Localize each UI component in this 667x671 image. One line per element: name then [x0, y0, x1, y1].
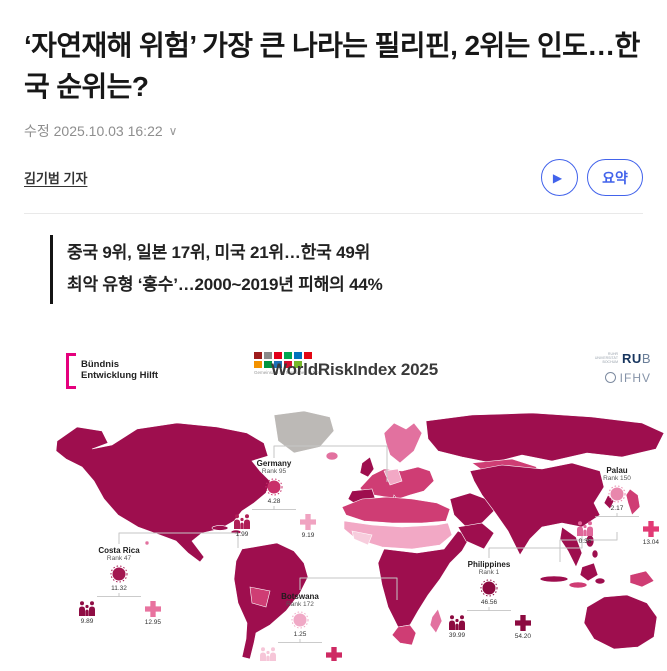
- article-title: ‘자연재해 위험’ 가장 큰 나라는 필리핀, 2위는 인도…한국 순위는?: [24, 30, 640, 102]
- partners-caption: Gemeinsam für Menschen in Not: [254, 369, 320, 375]
- region-africa: [341, 496, 471, 646]
- map-callout-costa-rica: Costa Rica Rank 47 11.32 9.89: [69, 545, 169, 626]
- buendnis-logo: Bündnis Entwicklung Hilft: [66, 352, 159, 389]
- summary-button[interactable]: 요약: [587, 159, 643, 197]
- exposure-value: 9.89: [80, 618, 94, 626]
- article-page: ‘자연재해 위험’ 가장 큰 나라는 필리핀, 2위는 인도…한국 순위는? 수…: [0, 26, 667, 661]
- callout-rank: Rank 150: [603, 475, 631, 483]
- bracket-icon: [66, 352, 76, 389]
- university-logos: RUHR UNIVERSITÄT BOCHUM RUB IFHV: [588, 351, 651, 385]
- section-divider: [24, 213, 643, 215]
- wri-score-value: 2.17: [610, 505, 624, 513]
- exposure-value: 39.99: [448, 632, 466, 640]
- vulnerability-cross-icon: [642, 521, 659, 538]
- partner-logo-row: [254, 360, 346, 368]
- modified-timestamp: 수정 2025.10.03 16:22: [24, 123, 163, 140]
- vulnerability-cross-icon: [144, 601, 161, 618]
- region-south-america: [233, 542, 309, 660]
- callout-join-line: [467, 607, 511, 612]
- wri-score-value: 11.32: [111, 585, 127, 593]
- exposure-item: 39.99: [447, 615, 467, 640]
- figure-title: WorldRiskIndex 2025: [271, 359, 438, 379]
- ifhv-globe-icon: [604, 372, 616, 384]
- byline-actions: ▶ 요약: [541, 159, 643, 197]
- callout-country: Costa Rica: [98, 545, 140, 555]
- exposure-item: 0.36: [575, 521, 595, 546]
- callout-country: Botswana: [281, 591, 319, 601]
- partner-logo-row: [254, 351, 346, 359]
- rub-logo: RUHR UNIVERSITÄT BOCHUM RUB: [588, 351, 651, 366]
- vulnerability-item: 54.20: [515, 615, 531, 640]
- map-callout-philippines: Philippines Rank 1 46.56 39.99: [439, 560, 539, 641]
- exposure-people-icon: [79, 601, 95, 617]
- map-callout-botswana: Botswana Rank 172 1.25 0.09: [250, 592, 350, 661]
- vulnerability-item: 9.19: [300, 514, 316, 539]
- callout-rank: Rank 95: [261, 468, 287, 476]
- quote-line-1: 중국 9위, 일본 17위, 미국 21위…한국 49위: [67, 243, 371, 263]
- ifhv-logo: IFHV: [588, 371, 651, 385]
- map-callout-germany: Germany Rank 95 4.28 1.99: [224, 458, 324, 539]
- vulnerability-item: 13.04: [643, 521, 659, 546]
- wri-score-value: 4.28: [267, 498, 281, 506]
- world-risk-index-map-image[interactable]: Bündnis Entwicklung Hilft Gemeinsam für …: [42, 335, 667, 661]
- article-meta-row: 수정 2025.10.03 16:22 ∨: [24, 121, 643, 141]
- exposure-people-icon: [577, 521, 593, 537]
- vulnerability-cross-icon: [514, 615, 531, 632]
- callout-rank: Rank 1: [478, 569, 500, 577]
- exposure-item: 9.89: [77, 601, 97, 626]
- callout-country: Philippines: [467, 559, 511, 569]
- vulnerability-item: 12.95: [145, 601, 161, 626]
- vulnerability-cross-icon: [300, 514, 316, 531]
- figure-header: Bündnis Entwicklung Hilft Gemeinsam für …: [42, 336, 667, 411]
- exposure-people-icon: [449, 615, 465, 631]
- exposure-value: 1.99: [235, 531, 249, 539]
- wri-score-icon: [110, 565, 128, 583]
- chevron-down-icon[interactable]: ∨: [168, 124, 178, 139]
- wri-score-icon: [480, 579, 498, 597]
- vulnerability-item: 17.43: [325, 647, 342, 661]
- callout-join-line: [252, 506, 296, 511]
- vulnerability-value: 54.20: [514, 633, 531, 641]
- wri-score-value: 46.56: [480, 599, 498, 607]
- region-middle-east: [449, 492, 495, 550]
- callout-join-line: [595, 513, 639, 518]
- rub-label: RU: [622, 350, 642, 366]
- reporter-link[interactable]: 김기범 기자: [24, 171, 88, 187]
- brand-line-2: Entwicklung Hilft: [81, 369, 159, 381]
- callout-join-line: [97, 593, 141, 598]
- region-north-america: [55, 422, 271, 563]
- byline-row: 김기범 기자 ▶ 요약: [24, 159, 643, 197]
- highlight-quote: 중국 9위, 일본 17위, 미국 21위…한국 49위 최악 유형 ‘홍수’……: [50, 235, 643, 304]
- map-callout-palau: Palau Rank 150 2.17 0.36: [567, 465, 667, 546]
- callout-join-line: [278, 639, 322, 644]
- callout-country: Palau: [606, 465, 628, 475]
- rub-label-light: B: [641, 350, 651, 366]
- rub-subtext: RUHR UNIVERSITÄT BOCHUM: [594, 352, 619, 365]
- region-oceania: [539, 562, 658, 650]
- exposure-item: 0.09: [258, 647, 278, 661]
- exposure-item: 1.99: [232, 514, 252, 539]
- brand-line-1: Bündnis: [81, 358, 119, 370]
- world-choropleth-map: [55, 410, 665, 660]
- partner-logos: Gemeinsam für Menschen in Not: [254, 351, 346, 375]
- vulnerability-value: 13.04: [642, 539, 659, 547]
- wri-score-icon: [291, 611, 309, 629]
- exposure-people-icon: [234, 514, 250, 530]
- exposure-people-icon: [260, 647, 276, 661]
- callout-rank: Rank 172: [286, 601, 314, 609]
- wri-score-icon: [265, 478, 283, 496]
- vulnerability-cross-icon: [325, 647, 342, 661]
- wri-score-value: 1.25: [293, 631, 307, 639]
- callout-country: Germany: [256, 458, 292, 468]
- vulnerability-value: 9.19: [301, 532, 315, 540]
- callout-rank: Rank 47: [106, 555, 132, 563]
- quote-line-2: 최악 유형 ‘홍수’…2000~2019년 피해의 44%: [67, 275, 383, 295]
- vulnerability-value: 12.95: [144, 619, 161, 627]
- play-icon: ▶: [552, 170, 563, 185]
- region-greenland: [273, 410, 335, 454]
- wri-score-icon: [608, 485, 626, 503]
- listen-button[interactable]: ▶: [541, 159, 578, 197]
- ifhv-label: IFHV: [619, 370, 651, 385]
- exposure-value: 0.36: [578, 538, 592, 546]
